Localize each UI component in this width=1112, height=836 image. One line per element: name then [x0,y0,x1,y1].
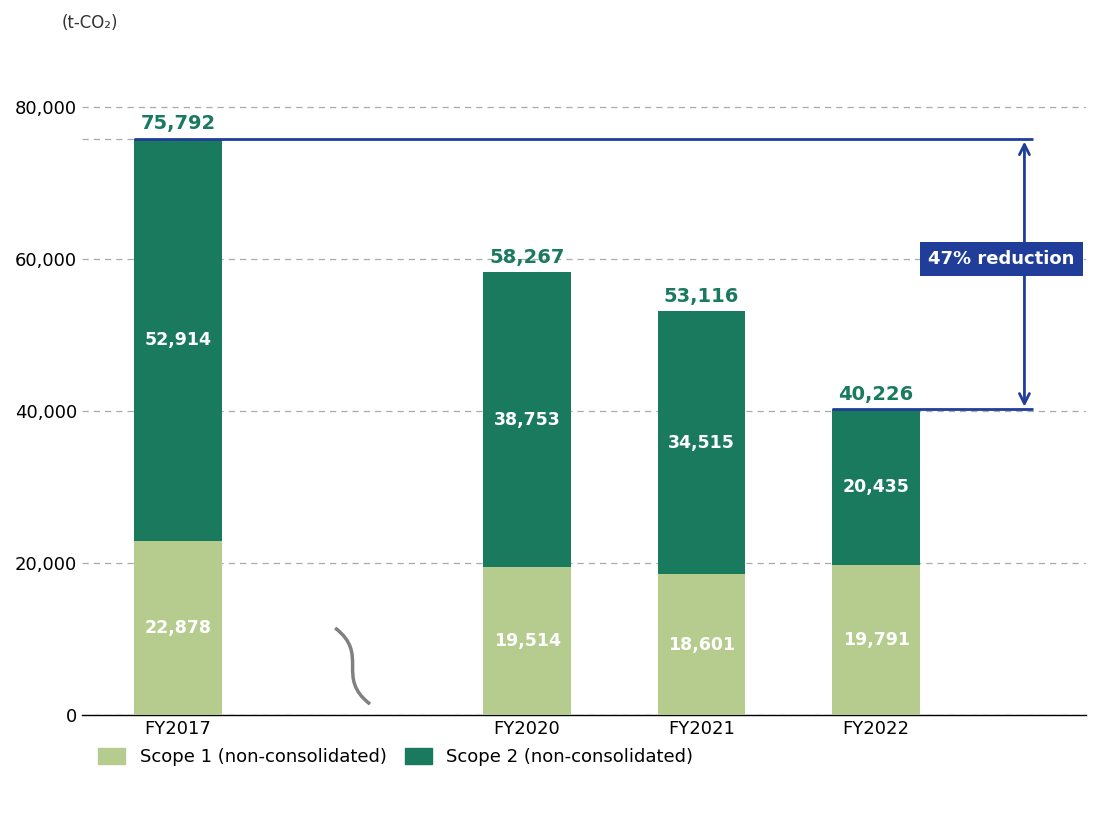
Text: 58,267: 58,267 [489,247,565,267]
Bar [484,273,570,567]
Text: 19,791: 19,791 [843,631,910,650]
Bar [135,139,221,542]
Text: 22,878: 22,878 [145,619,211,638]
Bar [833,565,920,716]
Text: 19,514: 19,514 [494,632,560,650]
Text: 34,515: 34,515 [668,434,735,451]
Text: 40,226: 40,226 [838,385,914,404]
Text: 38,753: 38,753 [494,410,560,429]
Bar [658,574,745,716]
Bar [833,410,920,565]
Text: 52,914: 52,914 [145,331,211,349]
Bar [484,567,570,716]
Legend: Scope 1 (non-consolidated), Scope 2 (non-consolidated): Scope 1 (non-consolidated), Scope 2 (non… [91,741,701,773]
Text: 20,435: 20,435 [843,478,910,496]
Bar [658,311,745,574]
Bar [135,542,221,716]
Text: 75,792: 75,792 [140,115,216,134]
Text: 18,601: 18,601 [668,635,735,654]
Text: 53,116: 53,116 [664,287,739,306]
Text: 47% reduction: 47% reduction [929,250,1075,268]
Text: (t-CO₂): (t-CO₂) [62,14,119,33]
